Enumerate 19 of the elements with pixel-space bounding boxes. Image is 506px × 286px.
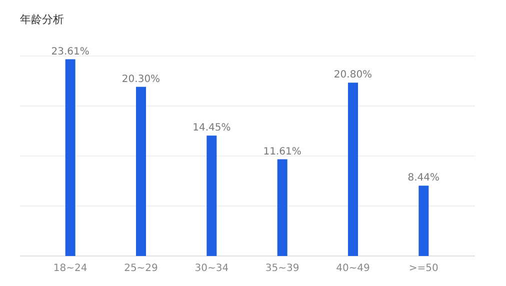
chart-title: 年龄分析 [20, 13, 64, 26]
bar [348, 82, 358, 256]
bar [206, 136, 217, 256]
x-tick-label: 25~29 [124, 263, 158, 274]
data-label: 20.30% [122, 74, 160, 85]
x-tick-label: 30~34 [194, 263, 229, 274]
bar [277, 159, 288, 256]
data-label: 8.44% [408, 172, 440, 184]
x-tick-label: 18~24 [53, 263, 88, 274]
bar [136, 86, 146, 256]
data-label: 14.45% [192, 122, 231, 134]
x-tick-label: 40~49 [336, 263, 370, 274]
x-tick-label: >=50 [408, 263, 438, 274]
data-label: 20.80% [334, 70, 372, 81]
bar [65, 59, 76, 256]
data-label: 11.61% [263, 146, 302, 158]
bar [418, 186, 429, 256]
x-tick-label: 35~39 [265, 263, 300, 274]
data-label: 23.61% [51, 46, 90, 58]
